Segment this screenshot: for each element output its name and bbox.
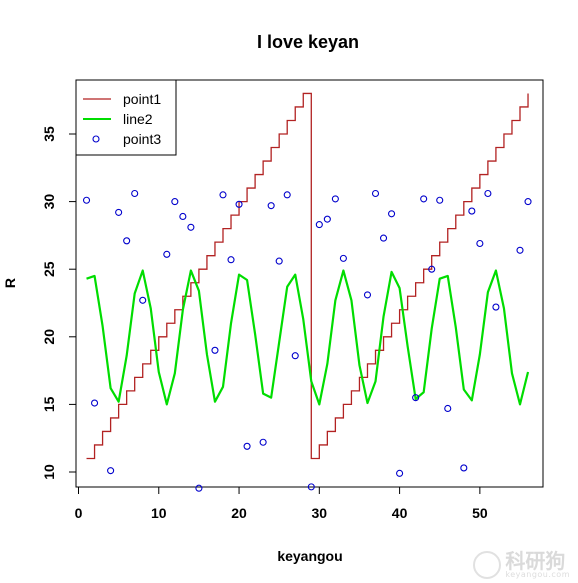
y-tick-label: 30 — [41, 194, 57, 210]
data-point — [139, 296, 147, 304]
data-point — [227, 256, 235, 264]
data-point — [307, 483, 315, 491]
data-point — [428, 265, 436, 273]
watermark-main: 科研狗 — [505, 549, 566, 573]
data-point — [219, 191, 227, 199]
legend-box — [75, 79, 177, 156]
y-axis-label: R — [2, 278, 18, 288]
watermark: 科研狗 keyangou.com — [473, 551, 570, 579]
legend-label: point3 — [123, 131, 161, 147]
data-point — [211, 346, 219, 354]
y-tick-label: 20 — [41, 329, 57, 345]
data-point — [179, 212, 187, 221]
x-axis-label: keyangou — [277, 548, 342, 564]
x-tick-label: 10 — [151, 505, 167, 521]
legend: point1 line2 point3 — [75, 79, 177, 156]
data-point — [339, 254, 347, 262]
data-point — [291, 352, 299, 360]
watermark-sub: keyangou.com — [505, 570, 570, 579]
data-point — [363, 291, 372, 299]
x-tick-label: 20 — [231, 505, 247, 521]
data-point — [275, 257, 283, 265]
data-point — [396, 469, 404, 477]
y-tick-label: 35 — [41, 126, 57, 142]
chart-title: I love keyan — [257, 32, 359, 52]
data-point — [235, 200, 243, 208]
y-tick-label: 15 — [41, 396, 57, 412]
data-point — [388, 210, 396, 218]
axes: 0 10 20 30 40 50 10 15 20 25 30 35 — [41, 126, 488, 521]
data-point — [107, 467, 115, 475]
data-point — [516, 246, 524, 254]
series-line2 — [86, 269, 530, 406]
x-tick-label: 50 — [472, 505, 488, 521]
data-point — [187, 223, 195, 231]
x-tick-label: 40 — [392, 505, 408, 521]
data-point — [476, 239, 484, 248]
data-point — [323, 215, 331, 223]
x-tick-label: 30 — [312, 505, 328, 521]
plot-frame — [75, 79, 544, 488]
series-point3 — [82, 189, 532, 492]
data-point — [484, 189, 492, 198]
watermark-logo-icon — [473, 551, 502, 579]
data-point — [412, 394, 420, 402]
data-point — [283, 191, 291, 199]
data-point — [468, 207, 476, 215]
data-point — [91, 399, 99, 407]
series-point1 — [86, 92, 529, 460]
data-point — [460, 464, 468, 472]
data-point — [82, 196, 91, 204]
data-point — [171, 198, 179, 206]
y-tick-label: 10 — [41, 464, 57, 480]
y-tick-label: 25 — [41, 261, 57, 277]
data-point — [371, 189, 380, 198]
data-point — [315, 221, 323, 229]
legend-label: line2 — [123, 111, 153, 127]
data-point — [444, 404, 452, 413]
data-point — [331, 195, 339, 203]
data-point — [259, 438, 267, 446]
legend-swatch — [92, 135, 100, 143]
legend-label: point1 — [123, 91, 161, 107]
data-point — [420, 195, 428, 203]
data-point — [524, 198, 532, 206]
data-point — [195, 484, 203, 492]
data-point — [267, 202, 275, 210]
data-point — [379, 234, 388, 242]
data-point — [131, 189, 139, 198]
data-point — [243, 442, 251, 450]
series-layer — [82, 92, 532, 492]
x-tick-label: 0 — [75, 505, 83, 521]
data-point — [123, 237, 131, 245]
data-point — [115, 208, 123, 216]
data-point — [163, 250, 171, 258]
data-point — [492, 303, 500, 311]
data-point — [436, 196, 444, 204]
